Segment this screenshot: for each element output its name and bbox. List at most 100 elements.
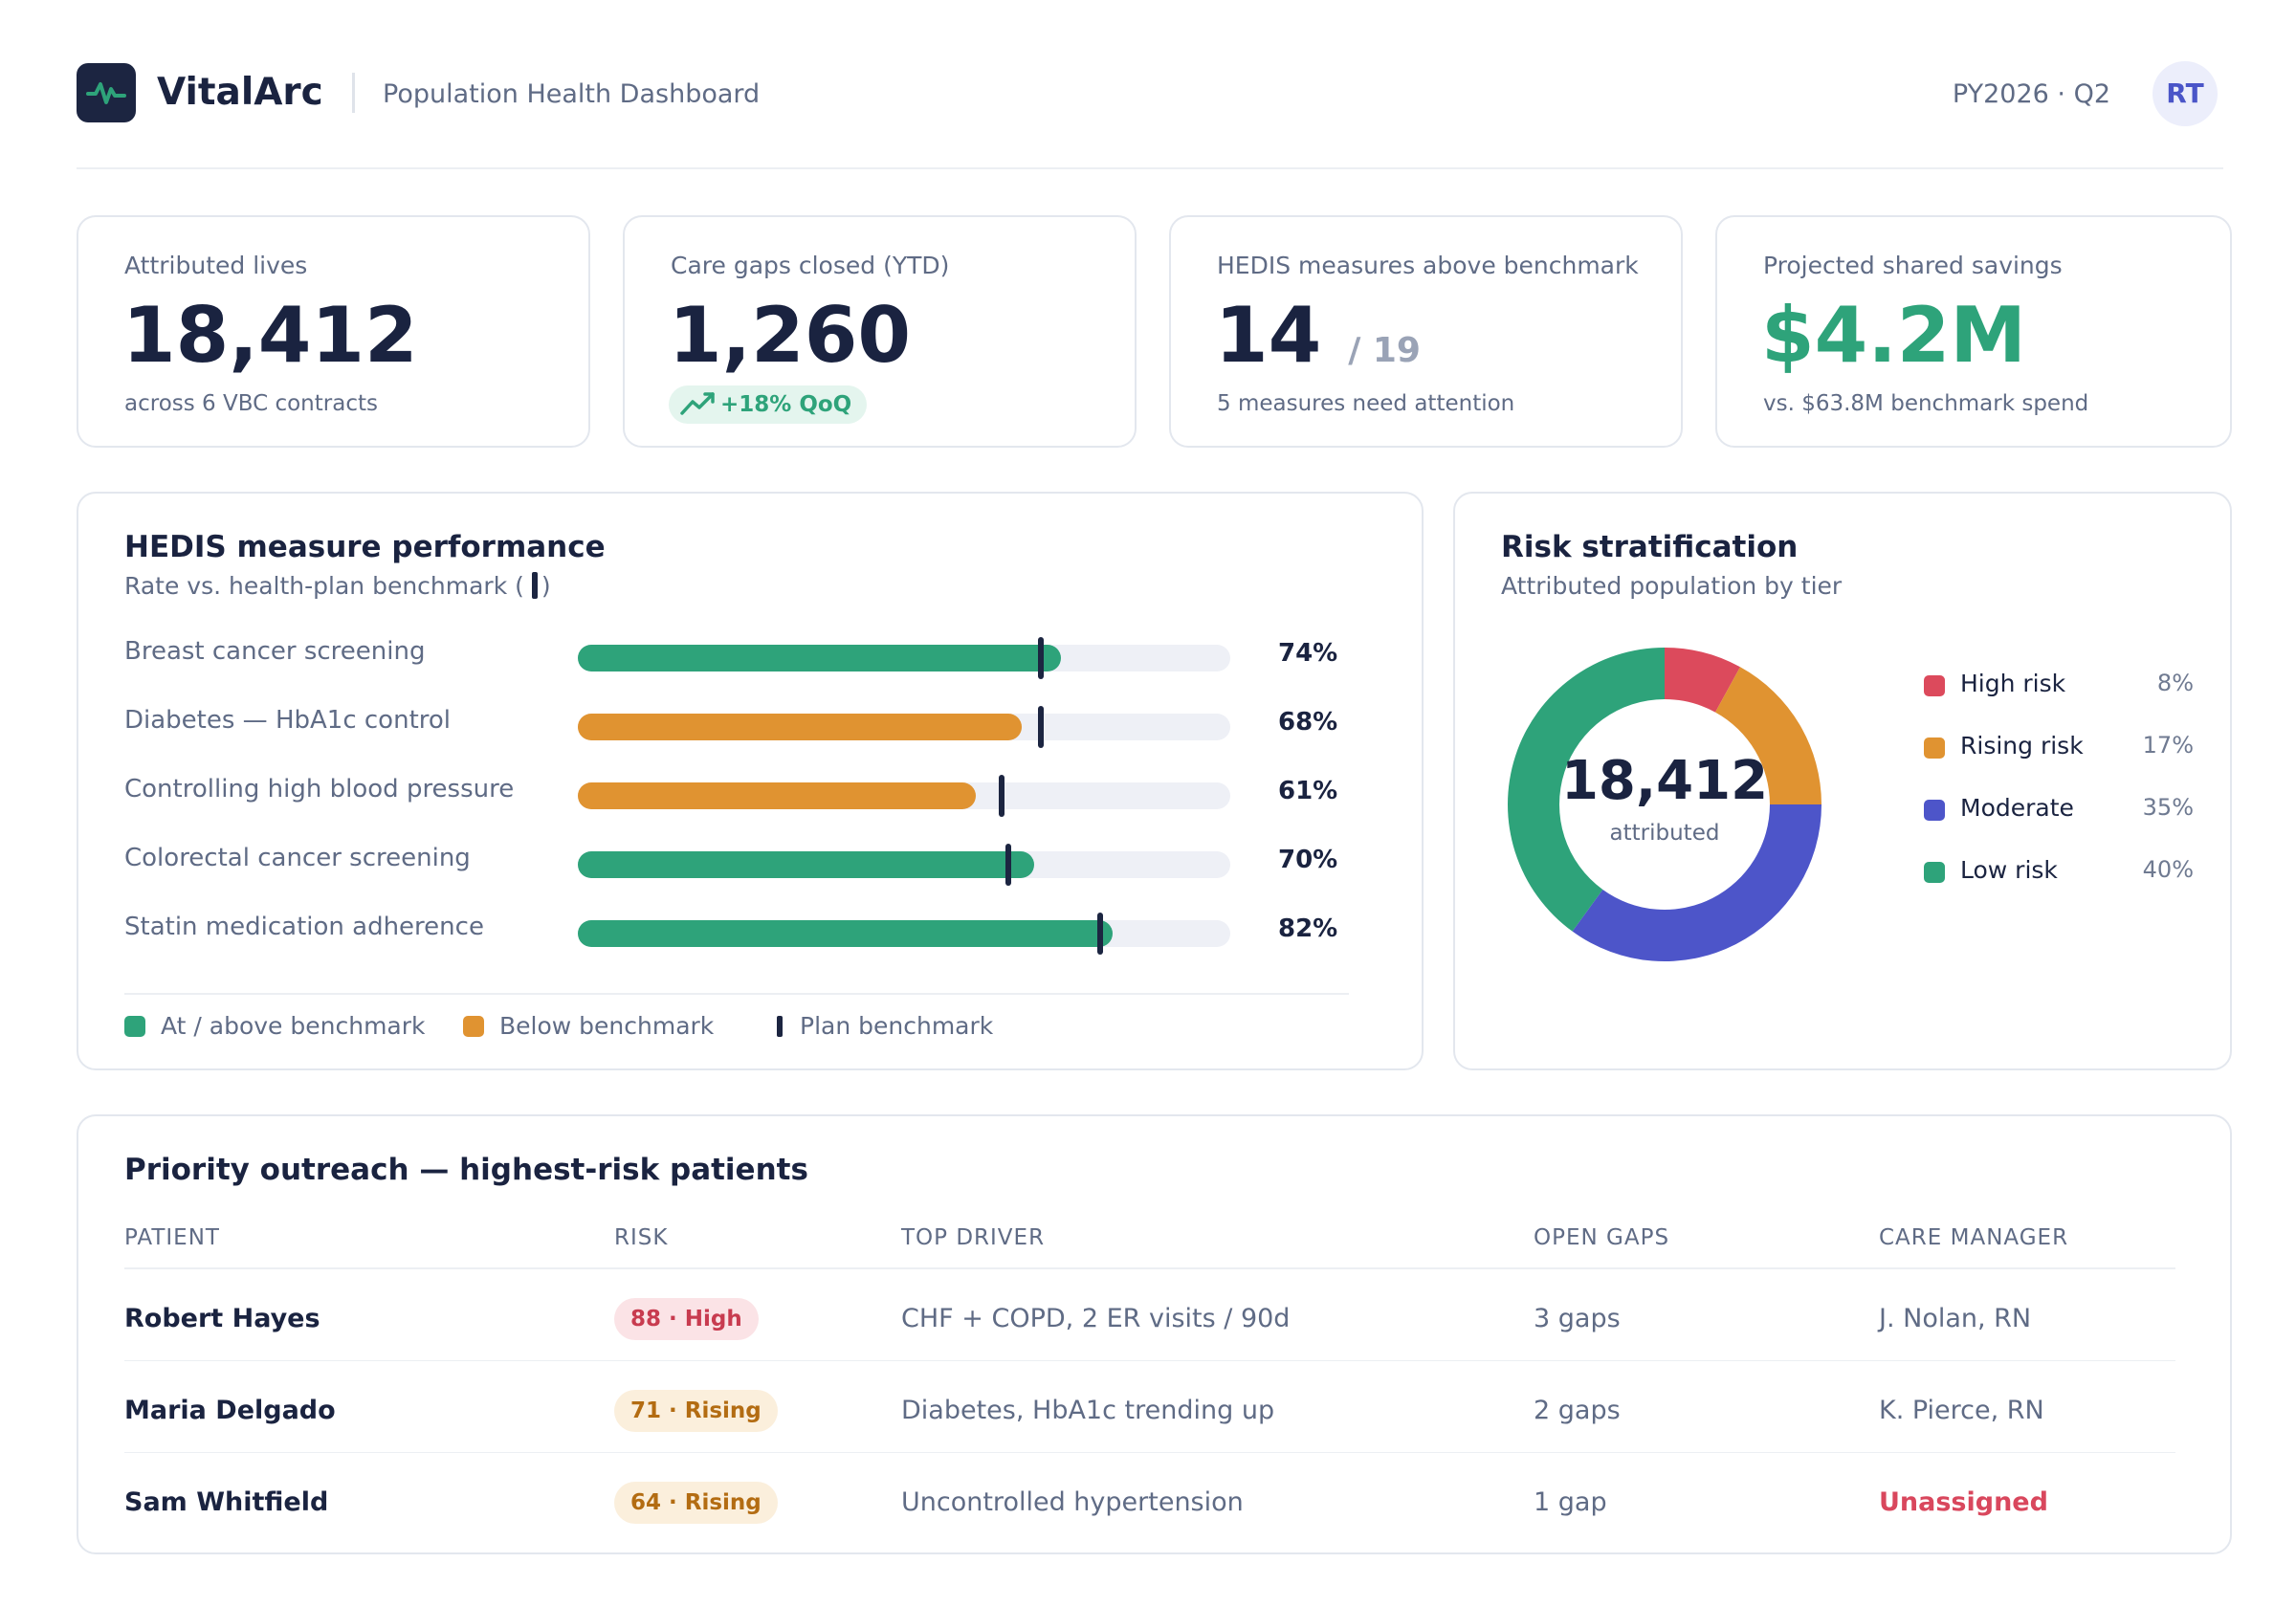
measure-rate-bar [578, 645, 1061, 671]
kpi-denominator: / 19 [1348, 331, 1421, 370]
tier-swatch [1924, 800, 1945, 821]
kpi-shared-savings: Projected shared savings $4.2M vs. $63.8… [1715, 215, 2232, 448]
app-logo[interactable] [77, 63, 136, 122]
benchmark-marker [1005, 844, 1012, 886]
panel-subtitle: Rate vs. health-plan benchmark () [124, 572, 551, 600]
measure-row[interactable]: Breast cancer screening 74% [124, 635, 1406, 679]
above-swatch [124, 1016, 145, 1037]
column-header-gaps[interactable]: OPEN GAPS [1534, 1225, 1670, 1250]
measure-rate-label: 74% [1278, 639, 1338, 668]
benchmark-marker-icon [531, 572, 538, 599]
measure-row[interactable]: Diabetes — HbA1c control 68% [124, 704, 1406, 748]
tier-name: Rising risk [1960, 732, 2084, 759]
below-swatch [463, 1016, 484, 1037]
kpi-subtext: across 6 VBC contracts [124, 391, 378, 416]
kpi-attributed-lives: Attributed lives 18,412 across 6 VBC con… [77, 215, 590, 448]
tier-percent: 40% [2142, 856, 2194, 883]
patient-name[interactable]: Maria Delgado [124, 1396, 336, 1425]
kpi-value: 14 / 19 [1215, 288, 1421, 399]
brand-name: VitalArc [157, 71, 323, 114]
measure-row[interactable]: Controlling high blood pressure 61% [124, 773, 1406, 817]
open-gaps: 2 gaps [1534, 1396, 1621, 1425]
donut-slice-high-risk[interactable] [1665, 648, 1741, 713]
measure-rate-label: 68% [1278, 708, 1338, 737]
risk-legend-item[interactable]: Low risk 40% [1924, 852, 2194, 891]
kpi-subtext: 5 measures need attention [1217, 391, 1515, 416]
legend-divider [124, 993, 1349, 995]
risk-panel: Risk stratification Attributed populatio… [1453, 492, 2232, 1070]
tier-swatch [1924, 737, 1945, 759]
measure-row[interactable]: Colorectal cancer screening 70% [124, 842, 1406, 886]
benchmark-marker [1038, 637, 1045, 679]
tier-swatch [1924, 675, 1945, 696]
subtitle-text: Rate vs. health-plan benchmark ( [124, 572, 524, 600]
measure-name: Statin medication adherence [124, 913, 484, 941]
measure-rate-bar [578, 782, 977, 809]
kpi-label: HEDIS measures above benchmark [1217, 252, 1639, 279]
header-rule [77, 167, 2223, 169]
measure-track [578, 844, 1230, 886]
kpi-value: 1,260 [669, 291, 912, 380]
measure-track [578, 706, 1230, 748]
kpi-value-number: 14 [1215, 291, 1322, 380]
trend-badge: +18% QoQ [669, 385, 868, 424]
care-manager[interactable]: J. Nolan, RN [1879, 1304, 2032, 1333]
measure-name: Breast cancer screening [124, 637, 426, 666]
donut-slice-moderate[interactable] [1572, 804, 1821, 961]
care-manager[interactable]: Unassigned [1879, 1487, 2048, 1517]
measure-track [578, 913, 1230, 955]
trend-up-icon [680, 392, 715, 415]
panel-title: Risk stratification [1501, 530, 1799, 564]
tier-percent: 17% [2142, 732, 2194, 759]
risk-badge: 88 · High [614, 1298, 759, 1340]
kpi-label: Care gaps closed (YTD) [671, 252, 950, 279]
benchmark-marker [999, 775, 1005, 817]
measure-rate-label: 82% [1278, 914, 1338, 943]
risk-legend-item[interactable]: Moderate 35% [1924, 790, 2194, 828]
top-driver: Uncontrolled hypertension [901, 1487, 1244, 1517]
header-divider [124, 1267, 2175, 1269]
measure-row[interactable]: Statin medication adherence 82% [124, 911, 1406, 955]
pulse-icon [86, 82, 126, 104]
donut-center-value: 18,412 [1560, 750, 1769, 812]
patient-name[interactable]: Sam Whitfield [124, 1487, 329, 1517]
kpi-subtext: vs. $63.8M benchmark spend [1763, 391, 2089, 416]
trend-text: +18% QoQ [720, 392, 852, 417]
risk-legend-item[interactable]: Rising risk 17% [1924, 728, 2194, 766]
tier-name: Low risk [1960, 856, 2058, 884]
table-row[interactable]: Sam Whitfield 64 · Rising Uncontrolled hyp… [124, 1453, 2175, 1545]
header-divider [352, 73, 355, 113]
column-header-driver[interactable]: TOP DRIVER [901, 1225, 1046, 1250]
subtitle-close: ) [541, 572, 551, 600]
donut-slice-low-risk[interactable] [1508, 648, 1665, 932]
hedis-panel: HEDIS measure performance Rate vs. healt… [77, 492, 1424, 1070]
care-manager[interactable]: K. Pierce, RN [1879, 1396, 2044, 1425]
period-selector[interactable]: PY2026 · Q2 [1952, 79, 2110, 109]
row-divider [124, 1360, 2175, 1361]
risk-badge: 64 · Rising [614, 1482, 778, 1524]
measure-rate-label: 70% [1278, 846, 1338, 874]
table-row[interactable]: Maria Delgado 71 · Rising Diabetes, HbA1c … [124, 1361, 2175, 1453]
table-row[interactable]: Robert Hayes 88 · High CHF + COPD, 2 ER vi… [124, 1269, 2175, 1361]
panel-subtitle: Attributed population by tier [1501, 572, 1843, 600]
column-header-patient[interactable]: PATIENT [124, 1225, 220, 1250]
open-gaps: 1 gap [1534, 1487, 1607, 1517]
benchmark-marker [1096, 913, 1103, 955]
patient-name[interactable]: Robert Hayes [124, 1304, 320, 1333]
measure-track [578, 775, 1230, 817]
panel-title: HEDIS measure performance [124, 530, 606, 564]
risk-legend-item[interactable]: High risk 8% [1924, 666, 2194, 704]
measure-rate-bar [578, 714, 1022, 740]
app-header: VitalArc Population Health Dashboard PY2… [77, 61, 2223, 126]
benchmark-marker [1038, 706, 1045, 748]
open-gaps: 3 gaps [1534, 1304, 1621, 1333]
measure-rate-bar [578, 920, 1114, 947]
donut-slice-rising-risk[interactable] [1714, 667, 1821, 804]
legend-below: Below benchmark [463, 1012, 714, 1046]
tier-percent: 8% [2156, 670, 2194, 696]
column-header-manager[interactable]: CARE MANAGER [1879, 1225, 2069, 1250]
column-header-risk[interactable]: RISK [614, 1225, 669, 1250]
user-avatar[interactable]: RT [2152, 61, 2218, 126]
kpi-care-gaps: Care gaps closed (YTD) 1,260 +18% QoQ [623, 215, 1137, 448]
measure-name: Diabetes — HbA1c control [124, 706, 452, 735]
